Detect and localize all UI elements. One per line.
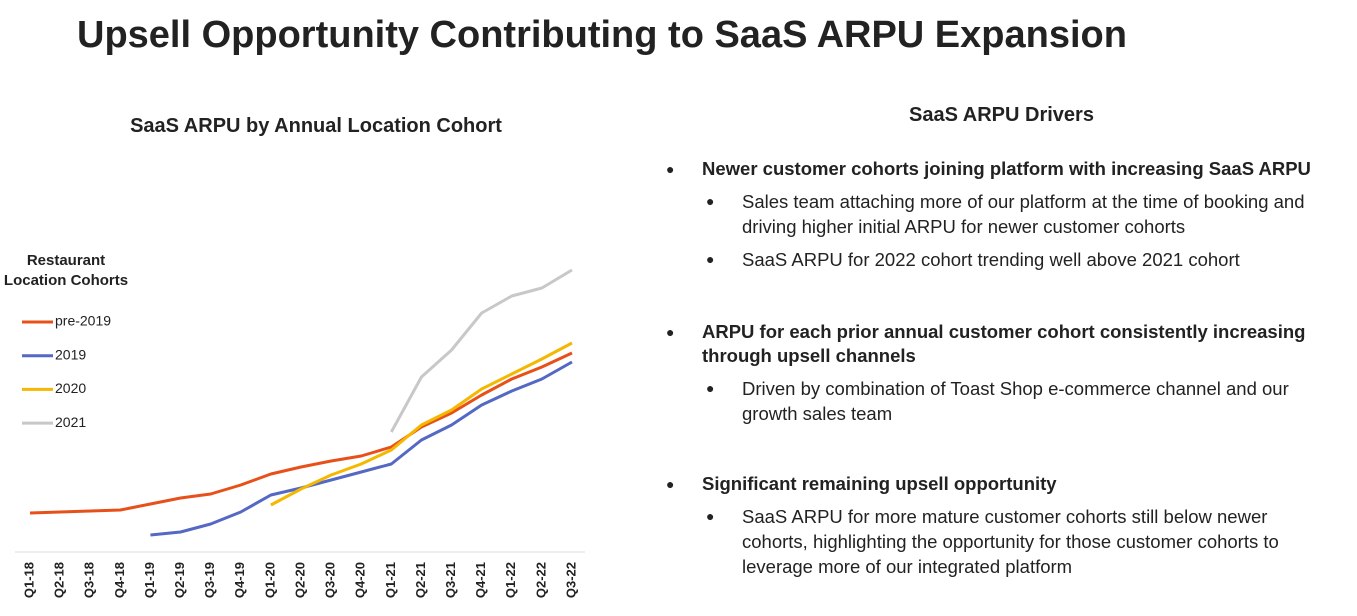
x-tick-label: Q1-22 <box>503 562 518 598</box>
series-line <box>29 351 573 515</box>
slide-title: Upsell Opportunity Contributing to SaaS … <box>77 14 1127 56</box>
x-tick-label: Q4-19 <box>232 562 247 598</box>
driver-detail: Driven by combination of Toast Shop e-co… <box>706 376 1332 426</box>
x-tick-label: Q1-21 <box>383 562 398 598</box>
legend-label: 2021 <box>55 414 86 430</box>
drivers-title: SaaS ARPU Drivers <box>909 104 1094 126</box>
x-tick-label: Q2-18 <box>52 562 67 598</box>
driver-group: ARPU for each prior annual customer coho… <box>660 320 1340 426</box>
legend-title: Restaurant <box>27 252 105 269</box>
driver-group: Newer customer cohorts joining platform … <box>660 157 1340 272</box>
x-tick-label: Q2-21 <box>413 562 428 598</box>
x-tick-label: Q1-18 <box>21 562 36 598</box>
x-tick-label: Q1-20 <box>262 562 277 598</box>
legend-label: pre-2019 <box>55 313 111 329</box>
chart: SaaS ARPU by Annual Location Cohort Rest… <box>4 115 585 598</box>
legend-label: 2020 <box>55 380 86 396</box>
x-tick-label: Q3-22 <box>563 562 578 598</box>
chart-title: SaaS ARPU by Annual Location Cohort <box>130 115 502 137</box>
driver: ARPU for each prior annual customer coho… <box>660 320 1340 368</box>
x-tick-label: Q3-20 <box>323 562 338 598</box>
x-tick-label: Q4-20 <box>353 562 368 598</box>
driver-group: Significant remaining upsell opportunity… <box>660 472 1340 579</box>
x-tick-label: Q3-18 <box>82 562 97 598</box>
driver-detail: SaaS ARPU for more mature customer cohor… <box>706 504 1332 579</box>
driver: Newer customer cohorts joining platform … <box>660 157 1340 181</box>
x-tick-label: Q4-21 <box>473 562 488 598</box>
x-tick-label: Q4-18 <box>112 562 127 598</box>
x-tick-label: Q2-20 <box>292 562 307 598</box>
legend-title: Location Cohorts <box>4 272 128 289</box>
driver-detail: Sales team attaching more of our platfor… <box>706 189 1332 239</box>
x-tick-label: Q2-22 <box>533 562 548 598</box>
x-tick-label: Q3-19 <box>202 562 217 598</box>
driver-detail: SaaS ARPU for 2022 cohort trending well … <box>706 247 1332 272</box>
legend-label: 2019 <box>55 346 86 362</box>
series-line <box>150 360 573 537</box>
drivers-panel: SaaS ARPU Drivers Newer customer cohorts… <box>660 0 1350 616</box>
series-line <box>270 341 573 507</box>
x-tick-label: Q2-19 <box>172 562 187 598</box>
x-tick-label: Q3-21 <box>443 562 458 598</box>
driver: Significant remaining upsell opportunity <box>660 472 1340 496</box>
series-line <box>390 268 573 433</box>
x-tick-label: Q1-19 <box>142 562 157 598</box>
